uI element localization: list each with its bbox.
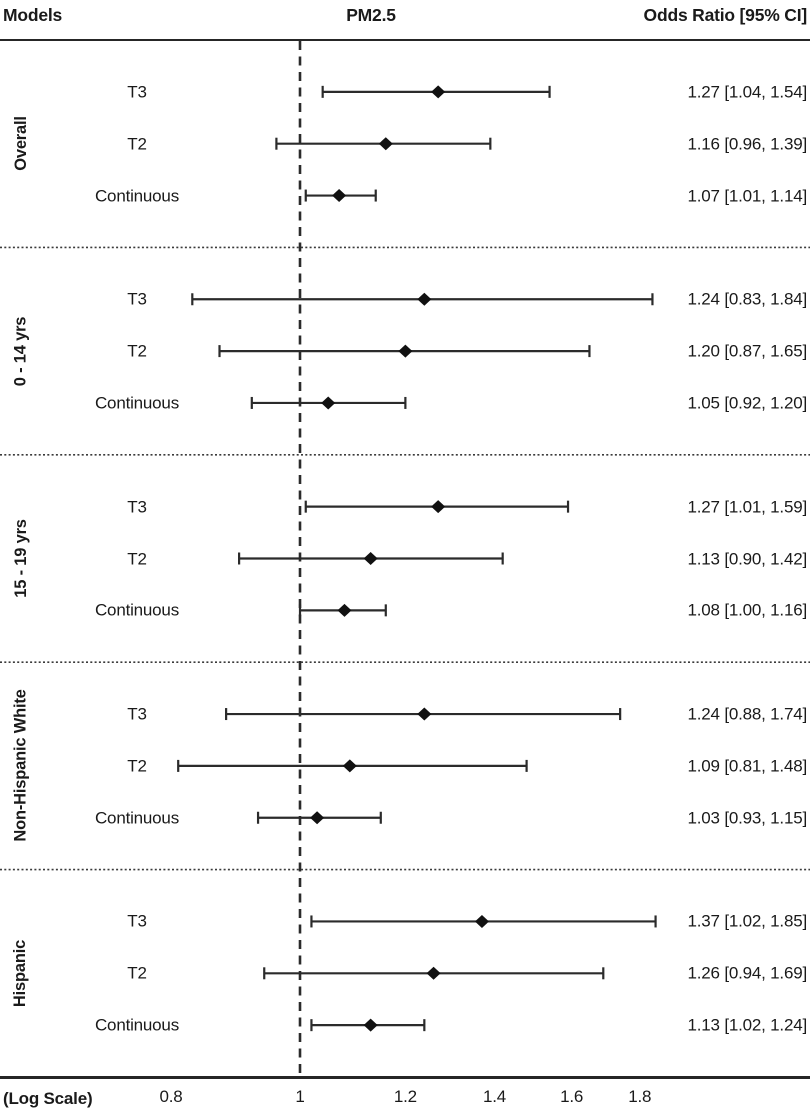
row-label: Continuous xyxy=(94,1015,179,1035)
or-diamond xyxy=(363,1018,378,1032)
or-value: 1.16 [0.96, 1.39] xyxy=(687,134,808,154)
or-value: 1.24 [0.88, 1.74] xyxy=(687,704,808,724)
or-diamond xyxy=(417,707,432,721)
group-label-text: Hispanic xyxy=(11,939,30,1007)
or-diamond xyxy=(310,811,325,825)
or-value: 1.37 [1.02, 1.85] xyxy=(687,911,808,931)
row-label: T2 xyxy=(127,756,147,776)
axis-tick-label: 1.8 xyxy=(628,1087,652,1106)
row-label: T3 xyxy=(127,497,147,517)
group-label-text: Non-Hispanic White xyxy=(11,689,30,842)
row-label: T2 xyxy=(127,134,147,154)
group-label: 0 - 14 yrs xyxy=(0,247,42,454)
group-label: Hispanic xyxy=(0,870,42,1077)
or-diamond xyxy=(431,500,446,514)
group-label-text: 0 - 14 yrs xyxy=(11,316,30,386)
or-value: 1.20 [0.87, 1.65] xyxy=(687,341,808,361)
or-diamond xyxy=(417,292,432,306)
row-label: T3 xyxy=(127,911,147,931)
or-value: 1.27 [1.04, 1.54] xyxy=(687,82,808,102)
group-label-text: 15 - 19 yrs xyxy=(11,519,30,598)
or-diamond xyxy=(398,344,413,358)
or-diamond xyxy=(474,914,489,928)
row-label: T2 xyxy=(127,341,147,361)
row-label: Continuous xyxy=(94,393,179,413)
or-value: 1.05 [0.92, 1.20] xyxy=(687,393,808,413)
or-diamond xyxy=(337,603,352,617)
axis-rule xyxy=(0,1076,810,1079)
or-value: 1.03 [0.93, 1.15] xyxy=(687,808,808,828)
axis-tick-label: 0.8 xyxy=(159,1087,183,1106)
or-diamond xyxy=(431,85,446,99)
or-value: 1.27 [1.01, 1.59] xyxy=(687,497,808,517)
row-label: T3 xyxy=(127,289,147,309)
or-value: 1.24 [0.83, 1.84] xyxy=(687,289,808,309)
column-header-models: Models xyxy=(3,5,63,25)
row-label: T2 xyxy=(127,549,147,568)
or-diamond xyxy=(378,137,393,151)
or-diamond xyxy=(321,396,336,410)
log-scale-note: (Log Scale) xyxy=(3,1089,93,1108)
or-value: 1.08 [1.00, 1.16] xyxy=(687,600,808,620)
or-diamond xyxy=(342,759,357,773)
group-label: Overall xyxy=(0,40,42,247)
or-value: 1.26 [0.94, 1.69] xyxy=(687,963,808,983)
axis-tick-label: 1.2 xyxy=(393,1087,417,1106)
row-label: Continuous xyxy=(94,808,179,828)
axis-tick-label: 1 xyxy=(295,1087,305,1106)
axis-tick-label: 1.4 xyxy=(482,1087,506,1106)
or-value: 1.09 [0.81, 1.48] xyxy=(687,756,808,776)
group-label: Non-Hispanic White xyxy=(0,662,42,869)
row-label: T3 xyxy=(127,704,147,724)
row-label: Continuous xyxy=(94,186,179,206)
group-label: 15 - 19 yrs xyxy=(0,455,42,662)
row-label: Continuous xyxy=(94,600,179,620)
or-value: 1.07 [1.01, 1.14] xyxy=(687,186,808,206)
or-diamond xyxy=(332,189,347,203)
or-value: 1.13 [0.90, 1.42] xyxy=(687,549,808,568)
or-diamond xyxy=(363,552,378,565)
row-label: T2 xyxy=(127,963,147,983)
column-header-exposure: PM2.5 xyxy=(346,5,396,25)
column-header-odds-ratio: Odds Ratio [95% CI] xyxy=(643,5,808,25)
or-value: 1.13 [1.02, 1.24] xyxy=(687,1015,808,1035)
row-label: T3 xyxy=(127,82,147,102)
or-diamond xyxy=(426,966,441,980)
header-rule xyxy=(0,38,810,41)
group-label-text: Overall xyxy=(11,116,30,171)
axis-tick-label: 1.6 xyxy=(560,1087,584,1106)
